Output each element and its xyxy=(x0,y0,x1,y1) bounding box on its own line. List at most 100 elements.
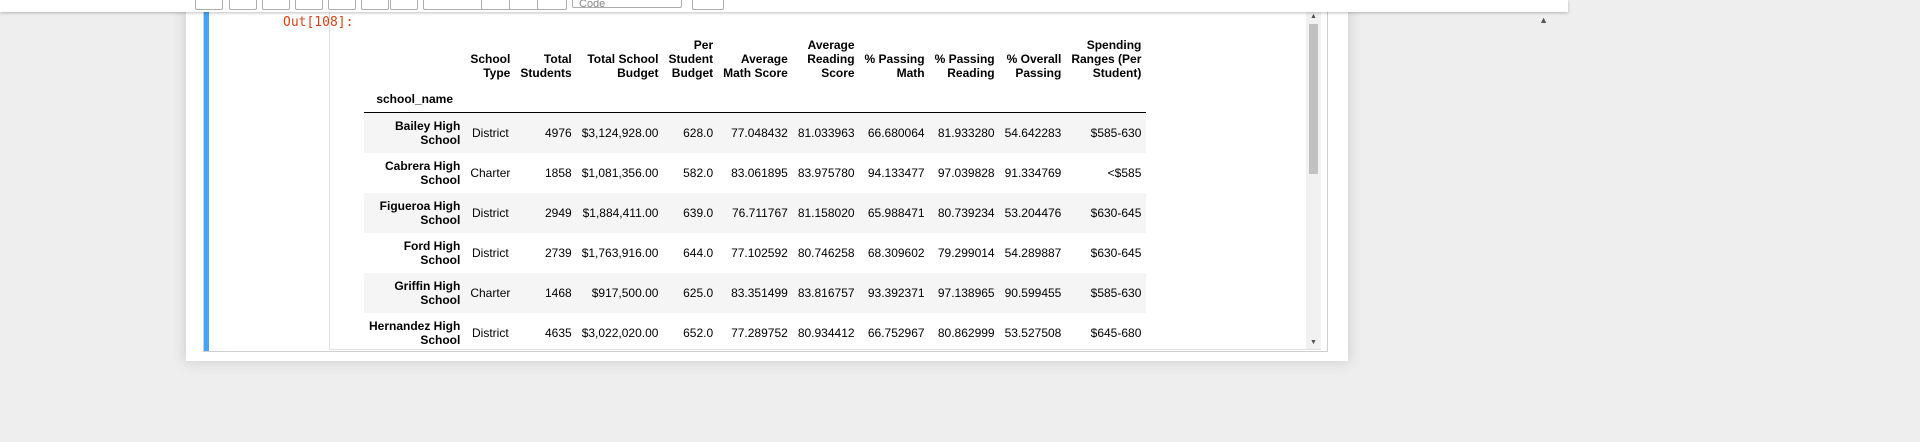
text-line: Figueroa High xyxy=(379,198,461,213)
column-header: Per Student Budget xyxy=(663,24,718,86)
text-line: % Passing xyxy=(864,52,925,66)
table-cell: 77.102592 xyxy=(731,245,788,260)
row-index-label: Hernandez High School xyxy=(364,313,465,350)
table-row: Cabrera High School Charter 1858 $1,081,356.… xyxy=(364,153,1146,193)
row-index-label: Figueroa High School xyxy=(364,193,465,233)
header-corner xyxy=(364,24,465,86)
table-cell: 2949 xyxy=(545,205,572,220)
table-cell: Charter xyxy=(470,165,511,180)
scroll-down-arrow-icon[interactable]: ▼ xyxy=(1310,339,1317,346)
text-line: Budget xyxy=(671,66,714,80)
index-header-spacer xyxy=(465,86,516,113)
paste-button[interactable] xyxy=(328,0,356,10)
index-header-spacer xyxy=(999,86,1067,113)
table-cell: $1,763,916.00 xyxy=(581,245,659,260)
table-cell: 644.0 xyxy=(683,245,714,260)
table-cell: 639.0 xyxy=(683,205,714,220)
notebook-container: Out[108]: School Type Total Students Total S… xyxy=(186,0,1348,361)
index-name-header: school_name xyxy=(364,86,466,113)
insert-cell-button[interactable] xyxy=(229,0,257,10)
table-cell: <$585 xyxy=(1107,165,1142,180)
index-header-spacer xyxy=(718,86,793,113)
table-cell: 80.746258 xyxy=(797,245,855,260)
column-header: Total Students xyxy=(515,24,576,86)
cut-button[interactable] xyxy=(262,0,290,10)
restart-button[interactable] xyxy=(509,0,539,10)
text-line: Budget xyxy=(617,66,659,80)
column-header: % Overall Passing xyxy=(1000,24,1067,86)
move-up-button[interactable] xyxy=(361,0,389,10)
table-cell: 1468 xyxy=(545,285,572,300)
column-header: % Passing Math xyxy=(860,24,930,86)
table-cell: 80.934412 xyxy=(797,325,855,340)
move-down-button[interactable] xyxy=(390,0,418,10)
text-line: Students xyxy=(520,66,572,80)
table-cell: 81.033963 xyxy=(797,125,855,140)
text-line: School xyxy=(420,252,461,267)
text-line: Total xyxy=(543,52,572,66)
text-line: Student) xyxy=(1092,66,1142,80)
table-cell: $917,500.00 xyxy=(591,285,659,300)
table-cell: 77.289752 xyxy=(731,325,788,340)
selected-cell-indicator xyxy=(204,0,209,351)
table-cell: $630-645 xyxy=(1090,205,1142,220)
column-header-row: School Type Total Students Total School Budge… xyxy=(364,24,1146,86)
interrupt-button[interactable] xyxy=(481,0,511,10)
command-palette-button[interactable] xyxy=(692,0,724,10)
text-line: Hernandez High xyxy=(369,318,461,333)
output-prompt: Out[108]: xyxy=(283,15,354,30)
text-line: Spending xyxy=(1086,38,1142,52)
dataframe-table: School Type Total Students Total School Budge… xyxy=(364,24,1147,350)
copy-button[interactable] xyxy=(295,0,323,10)
cell-type-select[interactable]: Code xyxy=(572,0,682,10)
table-cell: 652.0 xyxy=(683,325,714,340)
text-line: Reading xyxy=(807,52,855,66)
text-line: Ford High xyxy=(403,238,461,253)
column-header: % Passing Reading xyxy=(930,24,1000,86)
table-cell: $630-645 xyxy=(1090,245,1142,260)
table-row: Griffin High School Charter 1468 $917,500.00… xyxy=(364,272,1147,313)
text-line: Passing xyxy=(1015,66,1062,80)
text-line: % Passing xyxy=(934,52,995,66)
output-scrollbar[interactable]: ▲ ▼ xyxy=(1306,10,1321,349)
table-row: Bailey High School District 4976 $3,124,928.… xyxy=(364,112,1147,153)
restart-run-all-button[interactable] xyxy=(537,0,567,10)
page-scroll-up-arrow-icon[interactable]: ▲ xyxy=(1539,15,1548,25)
table-cell: 54.642283 xyxy=(1004,125,1062,140)
table-cell: 79.299014 xyxy=(937,245,995,260)
output-area[interactable]: School Type Total Students Total School Budge… xyxy=(329,10,1321,350)
column-header: Total School Budget xyxy=(577,24,664,86)
text-line: Bailey High xyxy=(394,118,461,133)
table-cell: 625.0 xyxy=(683,285,714,300)
text-line: Average xyxy=(740,52,788,66)
table-cell: 53.527508 xyxy=(1004,325,1062,340)
index-header-spacer xyxy=(859,86,930,113)
table-cell: $3,124,928.00 xyxy=(581,125,659,140)
table-cell: 93.392371 xyxy=(867,285,925,300)
table-row: Hernandez High School District 4635 $3,022,0… xyxy=(364,313,1146,350)
text-line: Math Score xyxy=(723,66,788,80)
index-header-spacer xyxy=(515,86,577,113)
table-cell: $585-630 xyxy=(1090,125,1142,140)
table-cell: 76.711767 xyxy=(731,205,788,220)
scrollbar-thumb[interactable] xyxy=(1309,24,1318,174)
table-cell: 80.862999 xyxy=(937,325,995,340)
table-cell: District xyxy=(472,325,509,340)
table-cell: 66.752967 xyxy=(867,325,925,340)
save-button[interactable] xyxy=(195,0,223,10)
table-cell: 83.351499 xyxy=(731,285,788,300)
table-cell: $3,022,020.00 xyxy=(581,325,659,340)
table-cell: 91.334769 xyxy=(1004,165,1062,180)
table-cell: 68.309602 xyxy=(867,245,925,260)
scroll-up-arrow-icon[interactable]: ▲ xyxy=(1310,13,1317,20)
text-line: Student xyxy=(668,52,714,66)
run-button[interactable] xyxy=(423,0,483,10)
table-cell: 2739 xyxy=(545,245,572,260)
column-header: Spending Ranges (Per Student) xyxy=(1066,24,1146,86)
table-cell: 628.0 xyxy=(683,125,714,140)
table-cell: $585-630 xyxy=(1090,285,1142,300)
notebook-toolbar: Code xyxy=(0,0,1568,12)
code-cell[interactable]: Out[108]: School Type Total Students Total S… xyxy=(203,0,1328,352)
row-index-label: Cabrera High School xyxy=(364,153,465,193)
table-cell: 4635 xyxy=(545,325,572,340)
